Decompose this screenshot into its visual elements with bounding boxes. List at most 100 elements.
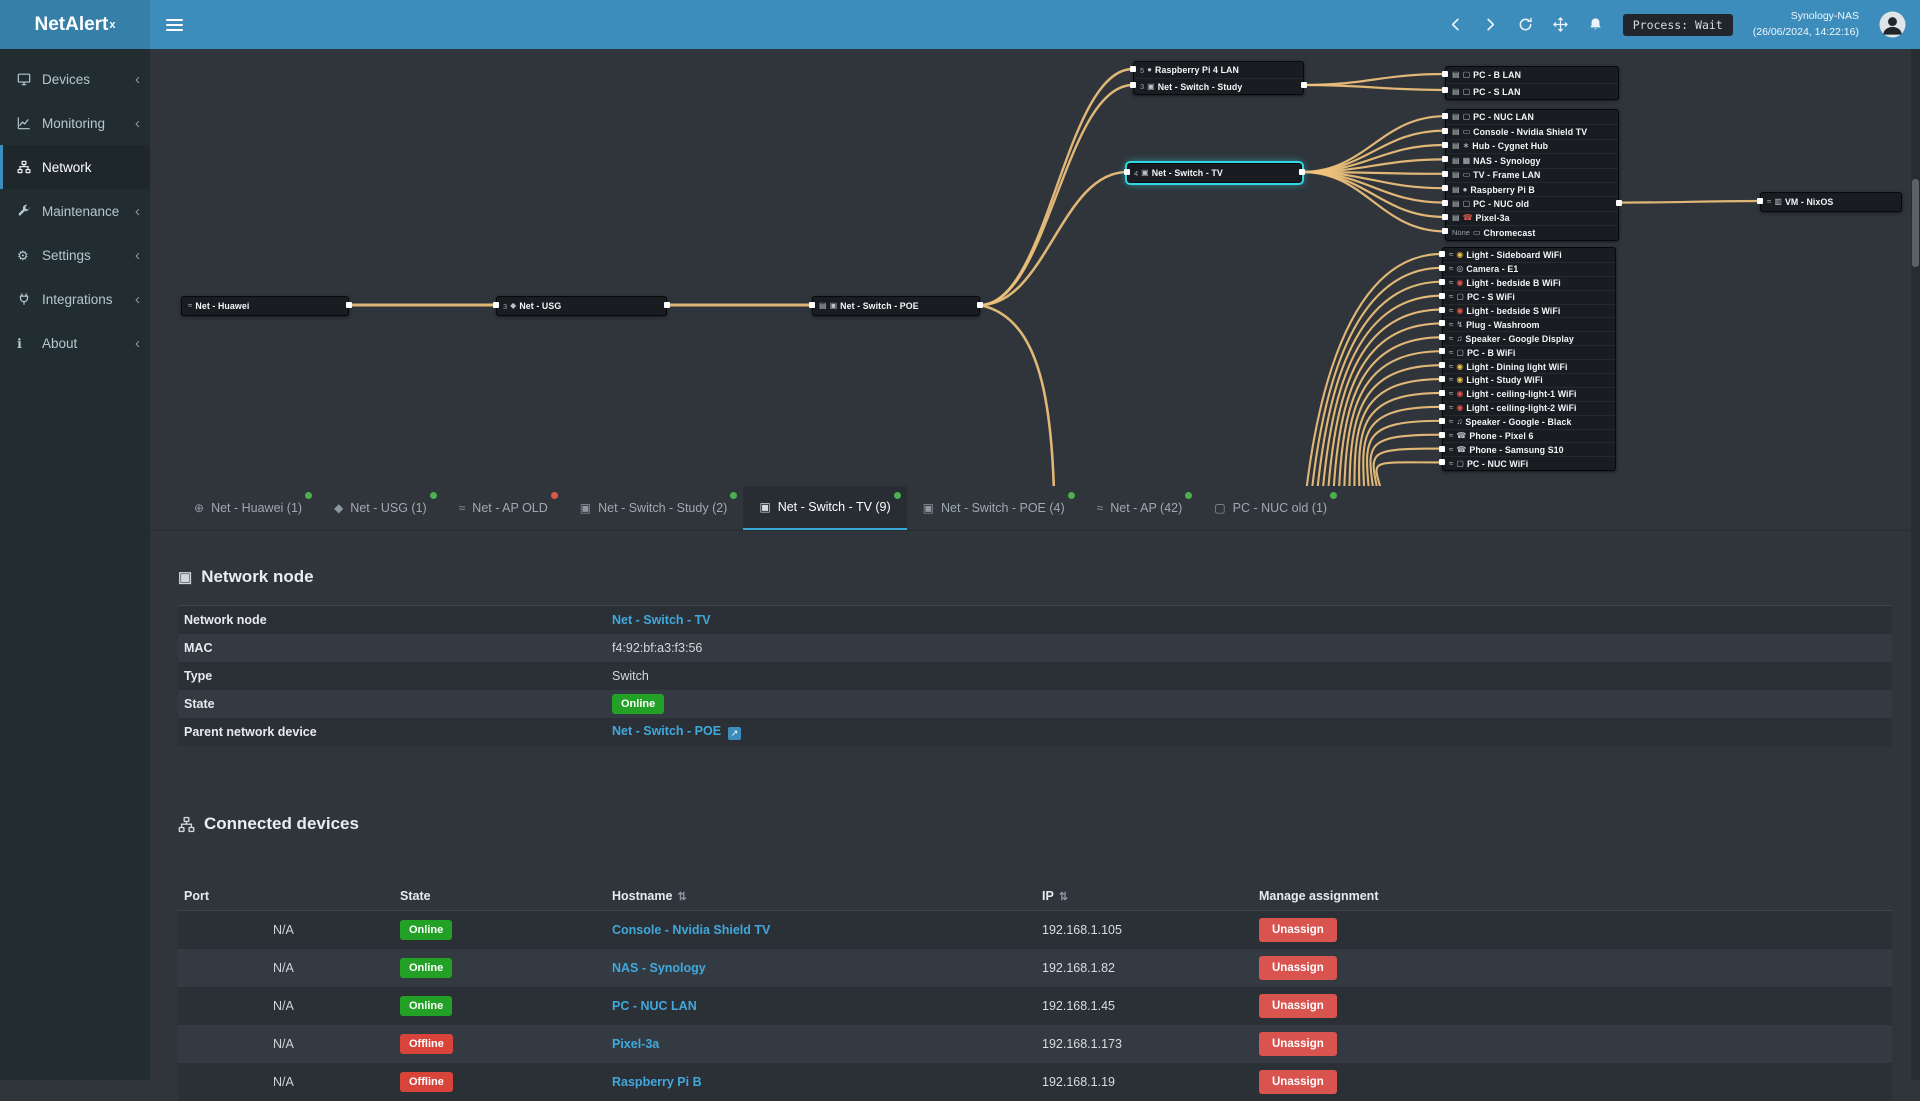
sort-icon[interactable]: ⇅ (1059, 891, 1068, 903)
topology-row-pixel-3a[interactable]: ▤☎Pixel-3a (1446, 211, 1618, 225)
topology-row-pc-nuc-lan[interactable]: ▤▢PC - NUC LAN (1446, 110, 1618, 124)
topology-row-plug-washroom[interactable]: ≈↯Plug - Washroom (1443, 317, 1615, 331)
topology-row-net-usg[interactable]: 3◆Net - USG (497, 297, 666, 315)
column-header-hostname[interactable]: Hostname⇅ (612, 889, 1042, 903)
nav-back-icon[interactable] (1448, 17, 1463, 32)
notifications-bell-icon[interactable] (1588, 17, 1603, 32)
refresh-icon[interactable] (1518, 17, 1533, 32)
topology-node-clusterC[interactable]: ≈◉Light - Sideboard WiFi≈◎Camera - E1≈◉L… (1442, 247, 1616, 471)
topology-row-speaker-google-display[interactable]: ≈♫Speaker - Google Display (1443, 331, 1615, 345)
unassign-button[interactable]: Unassign (1259, 1032, 1337, 1056)
topology-row-phone-pixel-6[interactable]: ≈☎Phone - Pixel 6 (1443, 429, 1615, 443)
unassign-button[interactable]: Unassign (1259, 918, 1337, 942)
topology-row-camera-e1[interactable]: ≈◎Camera - E1 (1443, 262, 1615, 276)
unassign-button[interactable]: Unassign (1259, 956, 1337, 980)
tab-net-switch-study-2[interactable]: ▣Net - Switch - Study (2) (564, 486, 744, 530)
device-hostname-link[interactable]: Pixel-3a (612, 1037, 659, 1051)
topology-row-nas-synology[interactable]: ▤▦NAS - Synology (1446, 153, 1618, 167)
external-link-icon[interactable]: ↗ (728, 727, 741, 740)
lan-icon: ▤ (1452, 171, 1460, 179)
devices-icon (17, 72, 42, 86)
chevron-left-icon: ‹ (135, 336, 140, 351)
pan-move-icon[interactable] (1553, 17, 1568, 32)
topology-row-pc-s-lan[interactable]: ▤▢PC - S LAN (1446, 83, 1618, 99)
link-net-switch-tv[interactable]: Net - Switch - TV (612, 613, 711, 627)
tab-net-switch-poe-4[interactable]: ▣Net - Switch - POE (4) (907, 486, 1081, 530)
tab-net-huawei-1[interactable]: ⊕Net - Huawei (1) (178, 486, 318, 530)
nav-forward-icon[interactable] (1483, 17, 1498, 32)
topology-node-tv[interactable]: 4▣Net - Switch - TV (1127, 163, 1302, 183)
topology-row-pc-b-wifi[interactable]: ≈▢PC - B WiFi (1443, 345, 1615, 359)
topology-row-light-bedside-s-wifi[interactable]: ≈◉Light - bedside S WiFi (1443, 304, 1615, 318)
topology-row-light-bedside-b-wifi[interactable]: ≈◉Light - bedside B WiFi (1443, 276, 1615, 290)
tab-net-ap-old[interactable]: ≈Net - AP OLD (443, 486, 564, 530)
column-header-ip[interactable]: IP⇅ (1042, 889, 1259, 903)
topology-row-vm-nixos[interactable]: ≈▥VM - NixOS (1761, 193, 1901, 211)
unassign-button[interactable]: Unassign (1259, 994, 1337, 1018)
topology-row-speaker-google-black[interactable]: ≈♫Speaker - Google - Black (1443, 415, 1615, 429)
node-label: Net - Switch - POE (840, 301, 919, 311)
tab-net-usg-1[interactable]: ◆Net - USG (1) (318, 486, 443, 530)
topology-row-light-dining-light-wifi[interactable]: ≈◉Light - Dining light WiFi (1443, 359, 1615, 373)
topology-node-nixos[interactable]: ≈▥VM - NixOS (1760, 192, 1902, 212)
tab-net-switch-tv-9[interactable]: ▣Net - Switch - TV (9) (743, 486, 906, 530)
sidebar-item-monitoring[interactable]: Monitoring‹ (0, 101, 150, 145)
topology-node-poe[interactable]: ▤▣Net - Switch - POE (812, 296, 980, 316)
topology-row-net-switch-poe[interactable]: ▤▣Net - Switch - POE (813, 297, 979, 315)
topology-row-raspberry-pi-b[interactable]: ▤●Raspberry Pi B (1446, 182, 1618, 196)
sidebar-item-network[interactable]: Network (0, 145, 150, 189)
topology-row-tv-frame-lan[interactable]: ▤▭TV - Frame LAN (1446, 168, 1618, 182)
state-badge: Offline (400, 1034, 453, 1053)
state-badge: Online (400, 996, 452, 1015)
topology-row-net-huawei[interactable]: ≈Net - Huawei (182, 297, 348, 315)
tab-net-ap-42[interactable]: ≈Net - AP (42) (1081, 486, 1199, 530)
topology-row-pc-b-lan[interactable]: ▤▢PC - B LAN (1446, 67, 1618, 83)
connector-square (493, 302, 499, 308)
device-hostname-link[interactable]: Raspberry Pi B (612, 1075, 702, 1089)
sort-icon[interactable]: ⇅ (677, 891, 686, 903)
unassign-button[interactable]: Unassign (1259, 1070, 1337, 1094)
topology-row-phone-samsung-s10[interactable]: ≈☎Phone - Samsung S10 (1443, 442, 1615, 456)
page-scrollbar[interactable] (1911, 49, 1920, 1080)
sidebar-toggle-button[interactable] (150, 0, 198, 49)
topology-row-light-ceiling-light-1-wifi[interactable]: ≈◉Light - ceiling-light-1 WiFi (1443, 387, 1615, 401)
device-action-cell: Unassign (1259, 918, 1892, 942)
wifi-icon: ≈ (1449, 376, 1453, 384)
topology-row-hub-cygnet-hub[interactable]: ▤∗Hub - Cygnet Hub (1446, 139, 1618, 153)
topology-row-pc-s-wifi[interactable]: ≈▢PC - S WiFi (1443, 290, 1615, 304)
topology-row-net-switch-study[interactable]: 3▣Net - Switch - Study (1134, 78, 1303, 94)
device-hostname-link[interactable]: Console - Nvidia Shield TV (612, 923, 770, 937)
device-hostname-link[interactable]: NAS - Synology (612, 961, 706, 975)
device-hostname-link[interactable]: PC - NUC LAN (612, 999, 697, 1013)
light-icon: ◉ (1456, 307, 1463, 315)
tab-pc-nuc-old-1[interactable]: ▢PC - NUC old (1) (1198, 486, 1343, 530)
topology-row-chromecast[interactable]: None▭Chromecast (1446, 225, 1618, 239)
topology-node-huawei[interactable]: ≈Net - Huawei (181, 296, 349, 316)
network-topology-diagram[interactable]: ≈Net - Huawei 3◆Net - USG ▤▣Net - Switch -… (150, 49, 1920, 486)
topology-row-console-nvidia-shield-tv[interactable]: ▤▭Console - Nvidia Shield TV (1446, 124, 1618, 138)
sidebar-item-integrations[interactable]: Integrations‹ (0, 277, 150, 321)
topology-node-clusterA[interactable]: ▤▢PC - B LAN▤▢PC - S LAN (1445, 66, 1619, 100)
link-net-switch-poe[interactable]: Net - Switch - POE (612, 724, 721, 738)
topology-row-pc-nuc-old[interactable]: ▤▢PC - NUC old (1446, 196, 1618, 210)
connector-square (1130, 66, 1136, 72)
topology-node-clusterB[interactable]: ▤▢PC - NUC LAN▤▭Console - Nvidia Shield … (1445, 109, 1619, 241)
topology-node-usg[interactable]: 3◆Net - USG (496, 296, 667, 316)
topology-row-net-switch-tv[interactable]: 4▣Net - Switch - TV (1128, 164, 1301, 182)
topology-row-light-ceiling-light-2-wifi[interactable]: ≈◉Light - ceiling-light-2 WiFi (1443, 401, 1615, 415)
sidebar-item-devices[interactable]: Devices‹ (0, 57, 150, 101)
topology-row-light-study-wifi[interactable]: ≈◉Light - Study WiFi (1443, 373, 1615, 387)
lan-icon: ▤ (1452, 214, 1460, 222)
topology-row-raspberry-pi-4-lan[interactable]: 5●Raspberry Pi 4 LAN (1134, 62, 1303, 78)
tab-label: Net - USG (1) (350, 501, 426, 515)
topology-row-light-sideboard-wifi[interactable]: ≈◉Light - Sideboard WiFi (1443, 248, 1615, 262)
sidebar-item-settings[interactable]: ⚙Settings‹ (0, 233, 150, 277)
scrollbar-thumb[interactable] (1912, 179, 1919, 267)
user-avatar[interactable] (1879, 11, 1906, 38)
sidebar-item-maintenance[interactable]: Maintenance‹ (0, 189, 150, 233)
connector-square (1439, 320, 1445, 326)
topology-row-pc-nuc-wifi[interactable]: ≈▢PC - NUC WiFi (1443, 456, 1615, 470)
